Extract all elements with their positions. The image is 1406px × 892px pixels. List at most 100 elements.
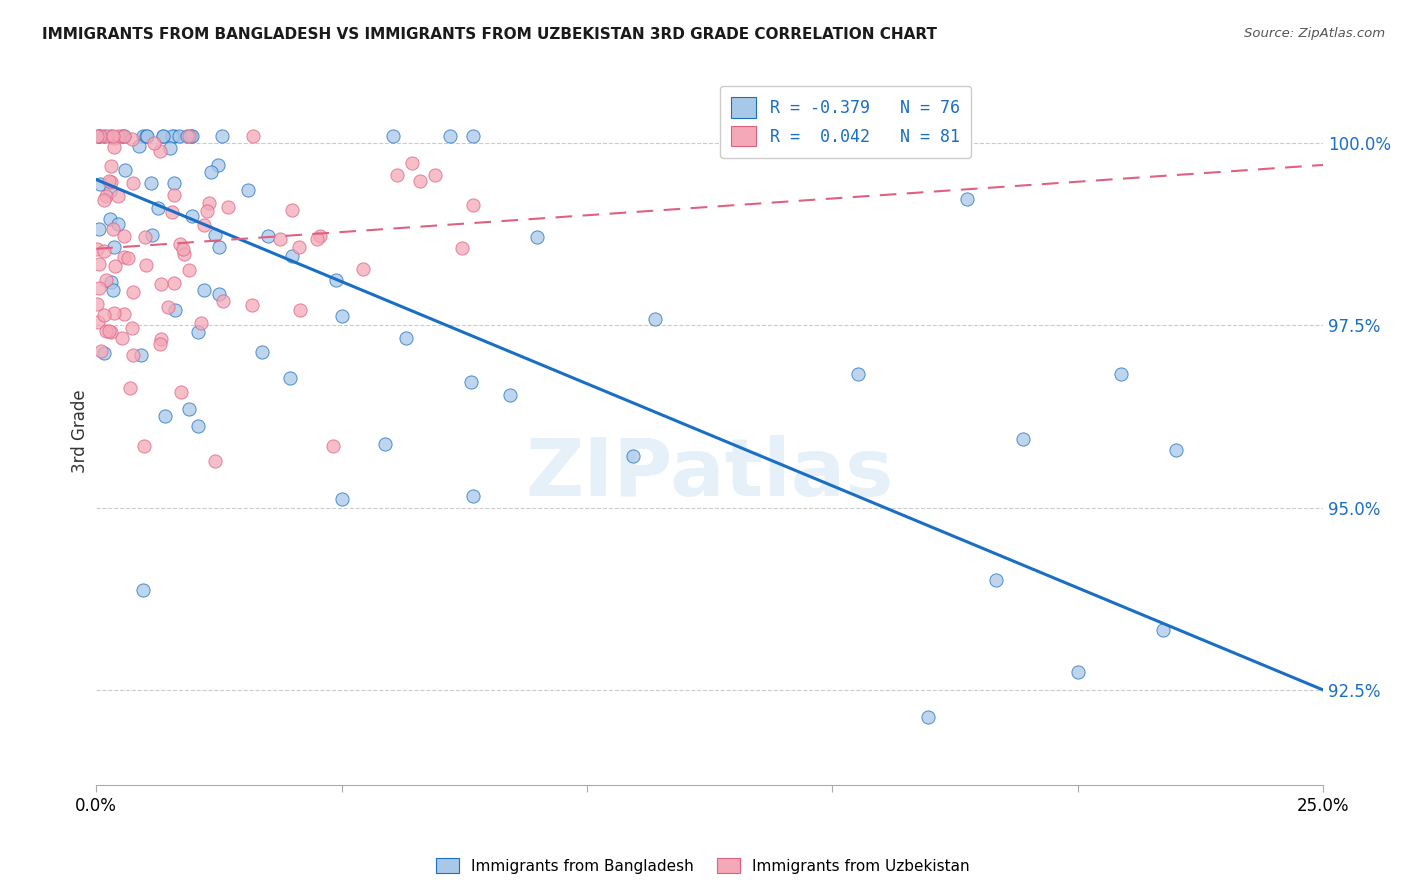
Point bbox=[374, 437, 396, 451]
Point bbox=[439, 128, 461, 143]
Point bbox=[149, 145, 172, 159]
Point bbox=[236, 183, 259, 197]
Point bbox=[207, 239, 229, 253]
Point bbox=[87, 222, 110, 236]
Point bbox=[280, 203, 302, 218]
Point bbox=[93, 128, 115, 143]
Point bbox=[200, 165, 222, 179]
Point bbox=[204, 227, 226, 242]
Point bbox=[117, 252, 139, 266]
Point bbox=[1152, 623, 1174, 637]
Legend: R = -0.379   N = 76, R =  0.042   N = 81: R = -0.379 N = 76, R = 0.042 N = 81 bbox=[720, 86, 972, 158]
Point bbox=[90, 343, 112, 358]
Point bbox=[187, 325, 209, 339]
Point bbox=[100, 275, 122, 289]
Text: IMMIGRANTS FROM BANGLADESH VS IMMIGRANTS FROM UZBEKISTAN 3RD GRADE CORRELATION C: IMMIGRANTS FROM BANGLADESH VS IMMIGRANTS… bbox=[42, 27, 938, 42]
Point bbox=[240, 298, 263, 312]
Point bbox=[87, 281, 110, 295]
Point bbox=[172, 242, 194, 256]
Point bbox=[395, 330, 418, 344]
Text: Source: ZipAtlas.com: Source: ZipAtlas.com bbox=[1244, 27, 1385, 40]
Point bbox=[955, 192, 977, 206]
Point bbox=[111, 128, 134, 143]
Point bbox=[86, 296, 108, 310]
Point bbox=[121, 131, 143, 145]
Point bbox=[169, 128, 191, 143]
Point bbox=[170, 384, 193, 399]
Point bbox=[288, 302, 311, 317]
Point bbox=[152, 128, 174, 143]
Point bbox=[461, 128, 484, 143]
Point bbox=[135, 258, 157, 272]
Point bbox=[100, 128, 122, 143]
Point bbox=[352, 262, 374, 277]
Point bbox=[112, 228, 135, 243]
Point bbox=[87, 128, 110, 143]
Point bbox=[499, 388, 522, 402]
Point bbox=[150, 277, 173, 292]
Point bbox=[163, 302, 186, 317]
Point bbox=[173, 247, 195, 261]
Point bbox=[94, 273, 117, 287]
Point bbox=[93, 346, 115, 360]
Point bbox=[423, 169, 446, 183]
Point bbox=[211, 294, 233, 309]
Point bbox=[121, 285, 143, 299]
Point bbox=[122, 348, 145, 362]
Point bbox=[198, 196, 221, 211]
Point bbox=[141, 227, 163, 242]
Point bbox=[409, 174, 432, 188]
Point bbox=[195, 204, 218, 219]
Point bbox=[141, 177, 163, 191]
Point bbox=[250, 345, 273, 359]
Point bbox=[193, 283, 215, 297]
Point bbox=[207, 158, 229, 172]
Point bbox=[135, 128, 157, 143]
Point bbox=[94, 189, 117, 203]
Point bbox=[330, 309, 353, 323]
Point bbox=[526, 230, 548, 244]
Point bbox=[87, 128, 110, 143]
Point bbox=[134, 230, 156, 244]
Point bbox=[104, 259, 127, 273]
Point bbox=[93, 194, 115, 208]
Point bbox=[86, 128, 108, 143]
Point bbox=[179, 128, 201, 143]
Point bbox=[155, 409, 177, 424]
Point bbox=[112, 128, 135, 143]
Point bbox=[204, 454, 226, 468]
Point bbox=[162, 205, 184, 219]
Point bbox=[87, 257, 110, 271]
Point bbox=[100, 325, 122, 339]
Point bbox=[128, 139, 150, 153]
Point bbox=[180, 128, 202, 143]
Point bbox=[621, 449, 644, 463]
Point bbox=[112, 307, 135, 321]
Point bbox=[163, 128, 186, 143]
Point bbox=[187, 418, 209, 433]
Point bbox=[107, 217, 129, 231]
Point bbox=[157, 300, 180, 314]
Point bbox=[98, 324, 121, 338]
Point bbox=[179, 401, 201, 416]
Point bbox=[325, 273, 347, 287]
Point bbox=[122, 176, 145, 190]
Point bbox=[278, 371, 301, 385]
Point bbox=[288, 240, 311, 254]
Point bbox=[98, 184, 121, 198]
Point bbox=[149, 336, 172, 351]
Point bbox=[86, 315, 108, 329]
Point bbox=[181, 209, 204, 223]
Point bbox=[163, 188, 186, 202]
Point bbox=[463, 489, 485, 503]
Point bbox=[1164, 442, 1187, 457]
Point bbox=[308, 228, 330, 243]
Point bbox=[114, 163, 136, 178]
Point bbox=[132, 439, 155, 453]
Point bbox=[321, 438, 343, 452]
Point bbox=[111, 331, 134, 345]
Point bbox=[152, 128, 174, 143]
Y-axis label: 3rd Grade: 3rd Grade bbox=[72, 389, 89, 473]
Point bbox=[257, 229, 280, 244]
Point bbox=[98, 212, 121, 227]
